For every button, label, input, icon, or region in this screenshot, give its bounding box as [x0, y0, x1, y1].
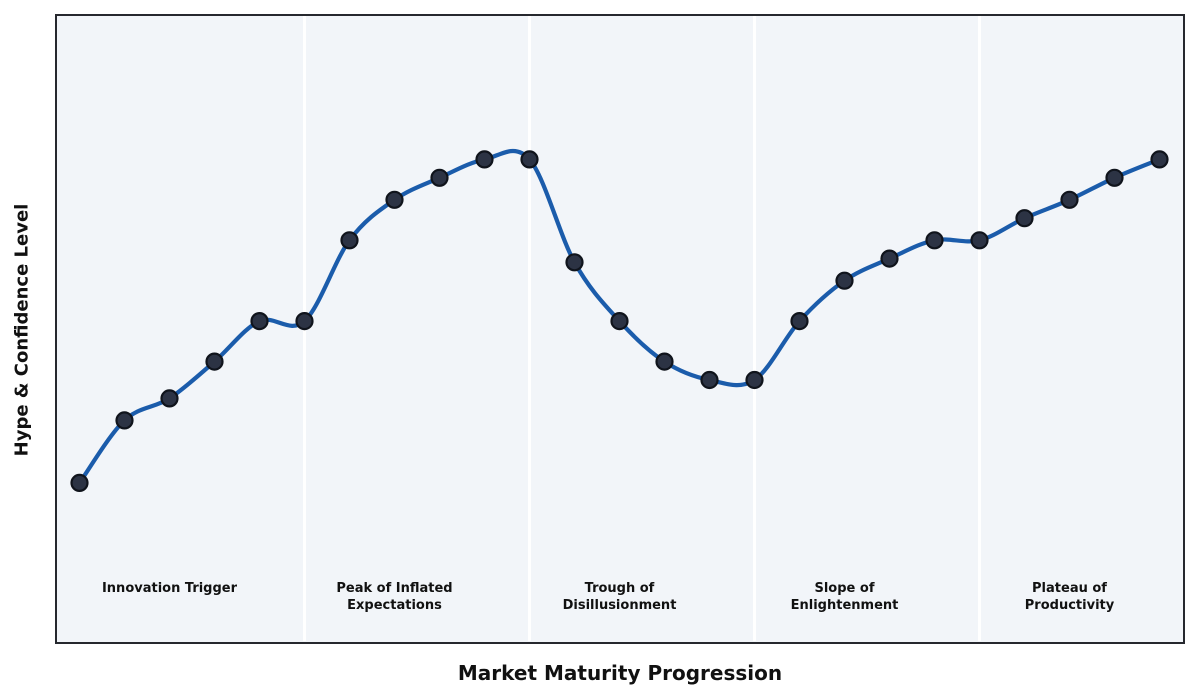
- data-point-marker: [430, 168, 449, 187]
- data-point-marker: [250, 312, 269, 331]
- y-axis-label: Hype & Confidence Level: [11, 203, 33, 457]
- data-point-marker: [790, 312, 809, 331]
- data-point-marker: [385, 190, 404, 209]
- plot-area: Innovation Trigger Peak of Inflated Expe…: [55, 14, 1185, 644]
- data-point-marker: [655, 352, 674, 371]
- data-point-marker: [1105, 168, 1124, 187]
- data-point-marker: [1015, 209, 1034, 228]
- data-point-marker: [880, 249, 899, 268]
- data-point-marker: [700, 370, 719, 390]
- data-point-marker: [1060, 190, 1079, 209]
- phase-label-innovation-trigger: Innovation Trigger: [101, 581, 238, 596]
- x-axis-label: Market Maturity Progression: [457, 661, 783, 685]
- data-point-marker: [340, 231, 359, 250]
- phase-label-slope-of-enlightenment: Slope of Enlightenment: [790, 581, 899, 613]
- phase-label-peak-of-inflated-expectations: Peak of Inflated Expectations: [336, 581, 453, 613]
- phase-label-trough-of-disillusionment: Trough of Disillusionment: [562, 581, 677, 613]
- data-point-marker: [295, 312, 314, 331]
- data-point-marker: [520, 150, 539, 169]
- data-point-marker: [115, 411, 134, 430]
- data-point-marker: [970, 231, 989, 250]
- data-point-marker: [475, 150, 494, 169]
- phase-label-plateau-of-productivity: Plateau of Productivity: [1024, 581, 1115, 613]
- hype-cycle-chart: [70, 16, 1169, 641]
- data-point-marker: [160, 389, 179, 408]
- data-point-marker: [1150, 150, 1169, 169]
- data-point-marker: [745, 370, 764, 390]
- data-point-marker: [565, 253, 584, 272]
- data-point-marker: [205, 352, 224, 371]
- data-point-marker: [610, 312, 629, 331]
- data-point-marker: [835, 271, 854, 290]
- data-point-marker: [70, 473, 89, 492]
- data-point-marker: [925, 231, 944, 250]
